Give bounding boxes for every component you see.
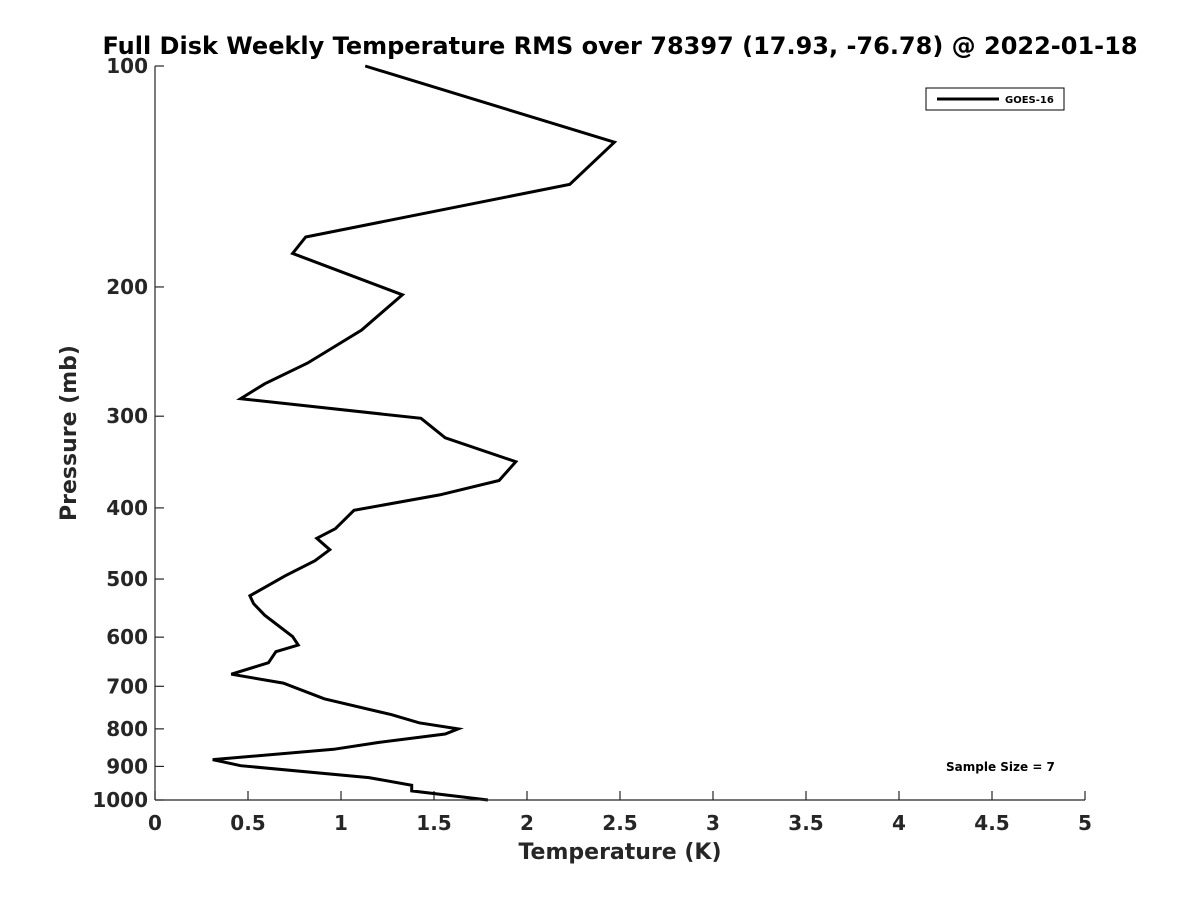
- x-tick-label: 2.5: [602, 811, 637, 835]
- x-tick-label: 1.5: [416, 811, 451, 835]
- x-tick-label: 3.5: [788, 811, 823, 835]
- sample-size-annotation: Sample Size = 7: [946, 760, 1055, 774]
- y-tick-label: 300: [106, 404, 148, 428]
- y-axis-label: Pressure (mb): [57, 345, 82, 521]
- x-axis-label: Temperature (K): [518, 840, 721, 865]
- x-tick-label: 2: [520, 811, 534, 835]
- x-tick-label: 1: [334, 811, 348, 835]
- x-axis-ticks: 0 0.5 1 1.5 2 2.5 3 3.5 4 4.5 5: [148, 791, 1092, 835]
- x-tick-label: 4.5: [974, 811, 1009, 835]
- x-tick-label: 0.5: [230, 811, 265, 835]
- x-tick-label: 3: [706, 811, 720, 835]
- y-tick-label: 800: [106, 717, 148, 741]
- y-axis-ticks: 100 200 300 400 500 600 700 800 900 1000: [92, 54, 164, 812]
- legend: GOES-16: [925, 87, 1065, 111]
- x-tick-label: 4: [892, 811, 906, 835]
- y-tick-label: 700: [106, 674, 148, 698]
- x-tick-label: 0: [148, 811, 162, 835]
- x-tick-label: 5: [1078, 811, 1092, 835]
- y-tick-label: 600: [106, 625, 148, 649]
- y-tick-label: 100: [106, 54, 148, 78]
- chart-title: Full Disk Weekly Temperature RMS over 78…: [102, 32, 1137, 60]
- y-tick-label: 200: [106, 275, 148, 299]
- y-tick-label: 400: [106, 496, 148, 520]
- y-tick-label: 500: [106, 567, 148, 591]
- y-tick-label: 900: [106, 754, 148, 778]
- y-tick-label: 1000: [92, 788, 148, 812]
- series-line-goes-16: [212, 64, 618, 802]
- legend-entry-goes-16: GOES-16: [1005, 95, 1054, 106]
